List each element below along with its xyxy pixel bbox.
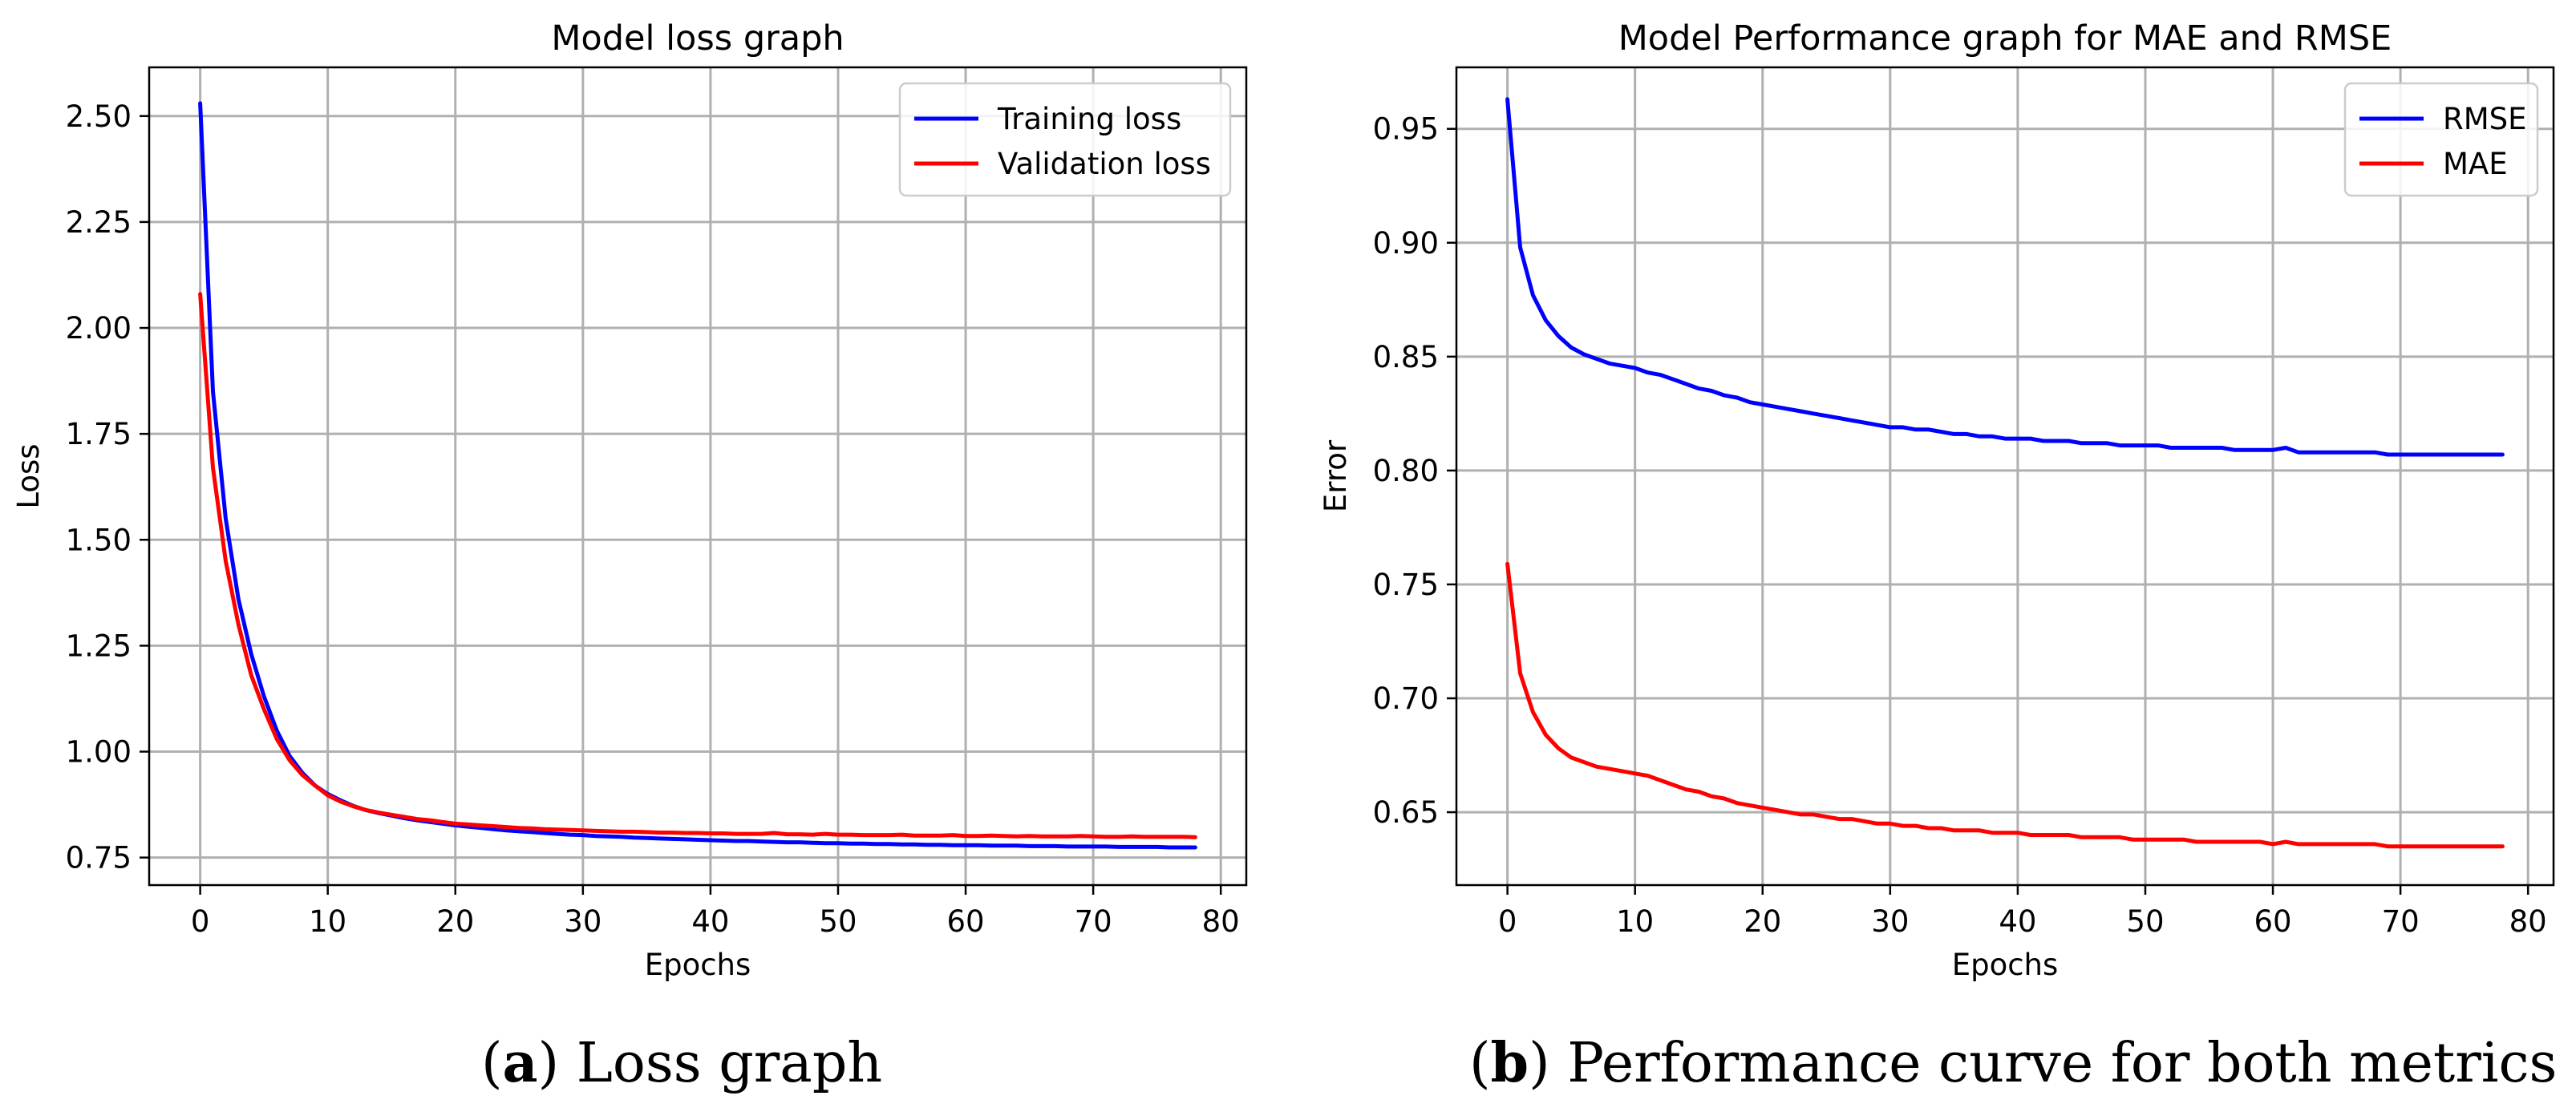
chart1-legend-box: [2343, 82, 2539, 197]
chart1-y-tick-label: 0.95: [1373, 112, 1439, 147]
chart0-y-tick-label: 1.00: [66, 735, 132, 770]
chart1-x-tick-label: 20: [1744, 904, 1781, 939]
chart1-legend-label: RMSE: [2443, 102, 2527, 136]
chart1-x-tick-label: 0: [1498, 904, 1517, 939]
chart1-x-tick-label: 70: [2382, 904, 2420, 939]
chart1-series-line-rmse: [1505, 97, 2505, 457]
chart0-y-tick-label: 2.25: [66, 205, 132, 240]
chart0-x-tick-label: 10: [309, 904, 346, 939]
chart0-x-tick-label: 40: [691, 904, 729, 939]
chart0-x-tick-label: 50: [819, 904, 857, 939]
chart0-x-axis-label: Epochs: [645, 948, 751, 982]
chart0-legend-box: [898, 82, 1232, 197]
chart1-x-tick-label: 30: [1871, 904, 1909, 939]
caption-a-label: a: [502, 1031, 538, 1095]
chart1-x-tick-label: 60: [2254, 904, 2291, 939]
chart1-y-tick-label: 0.80: [1373, 454, 1439, 488]
chart1-y-tick-label: 0.90: [1373, 226, 1439, 261]
chart0-y-tick-label: 2.50: [66, 99, 132, 134]
performance-chart: 0 10 20 30 40 50 60 70 80 0.65 0.70 0.75 0.80 0.85 0.9…: [1318, 18, 2555, 982]
chart1-axes-frame: [1455, 66, 2555, 887]
loss-chart: 0 10 20 30 40 50 60 70 80 0.75 1.00 1.25 1.50 1.75 2.0…: [11, 18, 1248, 982]
chart0-x-tick-label: 20: [436, 904, 474, 939]
chart1-title: Model Performance graph for MAE and RMSE: [1618, 18, 2392, 59]
caption-a-text: Loss graph: [576, 1032, 883, 1095]
chart1-x-tick-label: 80: [2509, 904, 2547, 939]
caption-b-text: Performance curve for both metrics: [1567, 1032, 2558, 1095]
chart1-x-tick-label: 40: [1999, 904, 2036, 939]
chart0-x-tick-label: 70: [1075, 904, 1112, 939]
chart1-y-tick-label: 0.85: [1373, 340, 1439, 374]
chart1-x-axis-label: Epochs: [1952, 948, 2059, 982]
chart0-y-tick-label: 1.25: [66, 629, 132, 663]
chart0-series-line-validation-loss: [198, 292, 1197, 839]
chart0-series-line-training-loss: [198, 101, 1197, 850]
caption-a: (a) Loss graph: [481, 1031, 883, 1095]
chart1-x-tick-label: 50: [2126, 904, 2164, 939]
chart0-y-tick-label: 2.00: [66, 311, 132, 346]
caption-b-label: b: [1490, 1031, 1529, 1095]
chart1-y-tick-label: 0.65: [1373, 795, 1439, 830]
chart1-y-tick-label: 0.70: [1373, 681, 1439, 716]
caption-b: (b) Performance curve for both metrics: [1469, 1031, 2558, 1095]
chart1-legend-label: MAE: [2443, 147, 2508, 181]
chart0-x-tick-label: 0: [191, 904, 210, 939]
chart1-y-tick-label: 0.75: [1373, 568, 1439, 602]
chart0-y-tick-label: 1.50: [66, 523, 132, 557]
chart0-axes-frame: [148, 66, 1248, 887]
chart0-y-tick-label: 1.75: [66, 417, 132, 451]
chart0-x-tick-label: 30: [564, 904, 601, 939]
chart0-legend-label: Validation loss: [998, 147, 1211, 181]
chart0-title: Model loss graph: [551, 18, 844, 59]
chart0-x-tick-label: 80: [1202, 904, 1240, 939]
chart0-legend-label: Training loss: [997, 102, 1181, 136]
chart1-y-axis-label: Error: [1318, 439, 1353, 512]
chart0-x-tick-label: 60: [946, 904, 984, 939]
chart0-y-tick-label: 0.75: [66, 841, 132, 875]
chart1-series-line-mae: [1505, 561, 2505, 849]
chart0-y-axis-label: Loss: [11, 443, 46, 508]
chart1-x-tick-label: 10: [1616, 904, 1654, 939]
